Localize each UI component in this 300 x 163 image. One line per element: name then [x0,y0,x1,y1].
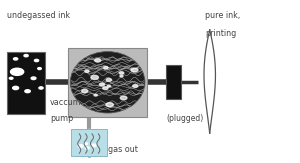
Circle shape [25,90,30,93]
Circle shape [85,70,89,72]
Circle shape [104,67,108,69]
Circle shape [34,59,39,62]
Circle shape [31,77,36,80]
Text: undegassed ink: undegassed ink [7,11,70,20]
Bar [71,129,107,156]
Text: gas out: gas out [108,145,138,154]
Circle shape [120,96,127,100]
Circle shape [39,87,43,89]
Circle shape [85,147,89,149]
Circle shape [14,58,18,60]
Circle shape [91,75,98,79]
Polygon shape [77,130,101,156]
Text: vaccum: vaccum [50,98,82,107]
Text: pure ink,: pure ink, [205,11,241,20]
Circle shape [107,85,111,87]
Text: printing: printing [205,29,236,37]
Bar [68,48,147,117]
Circle shape [84,143,88,145]
Circle shape [11,68,24,75]
Circle shape [78,145,83,148]
Circle shape [131,68,138,72]
Circle shape [100,83,104,86]
Circle shape [24,54,28,57]
Circle shape [92,144,97,147]
Circle shape [94,94,97,96]
Circle shape [82,89,88,93]
Circle shape [106,78,112,81]
Ellipse shape [70,52,145,113]
Circle shape [119,72,124,74]
Text: (plugged): (plugged) [167,114,204,123]
Circle shape [38,68,41,70]
Circle shape [133,85,138,87]
Text: pump: pump [50,114,73,123]
Circle shape [103,87,108,89]
Circle shape [120,75,123,77]
Circle shape [95,59,101,62]
Circle shape [9,77,13,79]
Circle shape [13,86,19,90]
Bar [167,65,182,99]
Circle shape [106,103,113,107]
Bar [7,52,46,114]
